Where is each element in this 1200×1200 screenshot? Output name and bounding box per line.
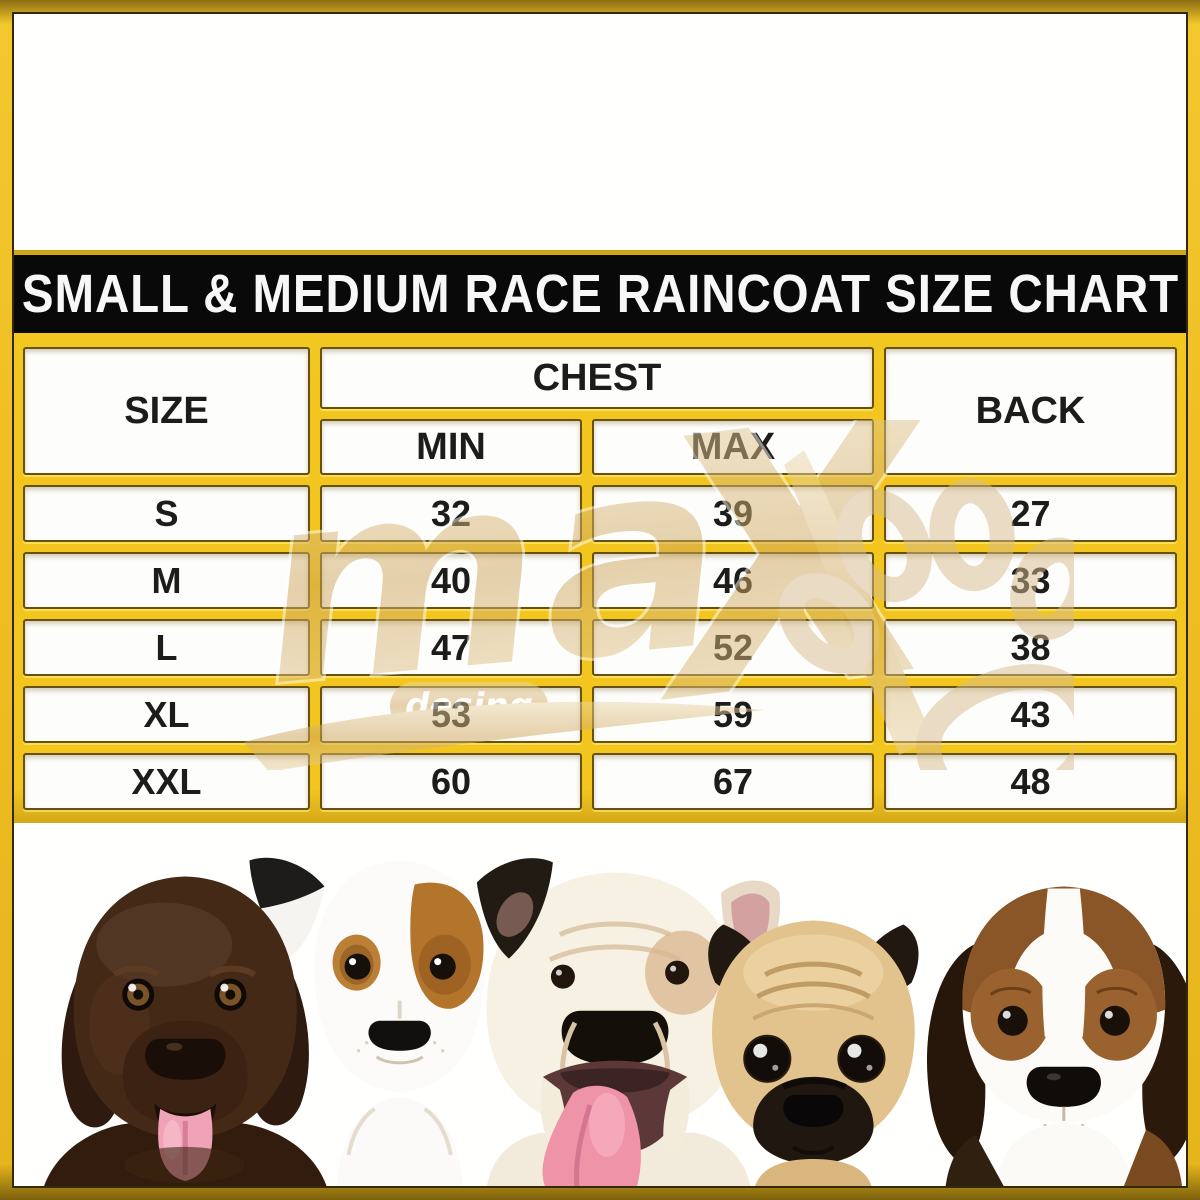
- header-min: MIN: [320, 419, 582, 475]
- title-band: SMALL & MEDIUM RACE RAINCOAT SIZE CHART: [14, 255, 1186, 333]
- header-size: SIZE: [23, 347, 310, 475]
- size-table: SIZE CHEST BACK MIN MAX S 32 39 27 M 40 …: [14, 338, 1186, 823]
- jack-russell-puppy-illustration: [249, 857, 553, 1186]
- pug-puppy-illustration: [708, 920, 919, 1186]
- table-row-m-max: 46: [592, 552, 874, 609]
- table-row-xxl-max: 67: [592, 753, 874, 810]
- top-white-area: [14, 14, 1186, 250]
- chocolate-lab-puppy-illustration: [44, 876, 327, 1186]
- header-max: MAX: [592, 419, 874, 475]
- table-row-m-back: 33: [884, 552, 1177, 609]
- size-chart-block: SMALL & MEDIUM RACE RAINCOAT SIZE CHART …: [14, 250, 1186, 823]
- table-row-m-size: M: [23, 552, 310, 609]
- table-row-xl-back: 43: [884, 686, 1177, 743]
- header-back: BACK: [884, 347, 1177, 475]
- table-row-xl-min: 53: [320, 686, 582, 743]
- table-row-xl-size: XL: [23, 686, 310, 743]
- table-row-s-max: 39: [592, 485, 874, 542]
- table-row-s-min: 32: [320, 485, 582, 542]
- beagle-puppy-illustration: [926, 886, 1186, 1186]
- table-row-xxl-size: XXL: [23, 753, 310, 810]
- table-row-l-back: 38: [884, 619, 1177, 676]
- table-row-s-size: S: [23, 485, 310, 542]
- table-row-xl-max: 59: [592, 686, 874, 743]
- table-row-xxl-back: 48: [884, 753, 1177, 810]
- page-title: SMALL & MEDIUM RACE RAINCOAT SIZE CHART: [21, 264, 1179, 324]
- table-row-l-min: 47: [320, 619, 582, 676]
- header-chest: CHEST: [320, 347, 874, 409]
- bulldog-puppy-illustration: [486, 872, 781, 1186]
- table-row-l-size: L: [23, 619, 310, 676]
- puppies-row: [14, 823, 1186, 1186]
- table-row-xxl-min: 60: [320, 753, 582, 810]
- poster-canvas: SMALL & MEDIUM RACE RAINCOAT SIZE CHART …: [12, 12, 1188, 1188]
- table-row-l-max: 52: [592, 619, 874, 676]
- table-row-m-min: 40: [320, 552, 582, 609]
- table-row-s-back: 27: [884, 485, 1177, 542]
